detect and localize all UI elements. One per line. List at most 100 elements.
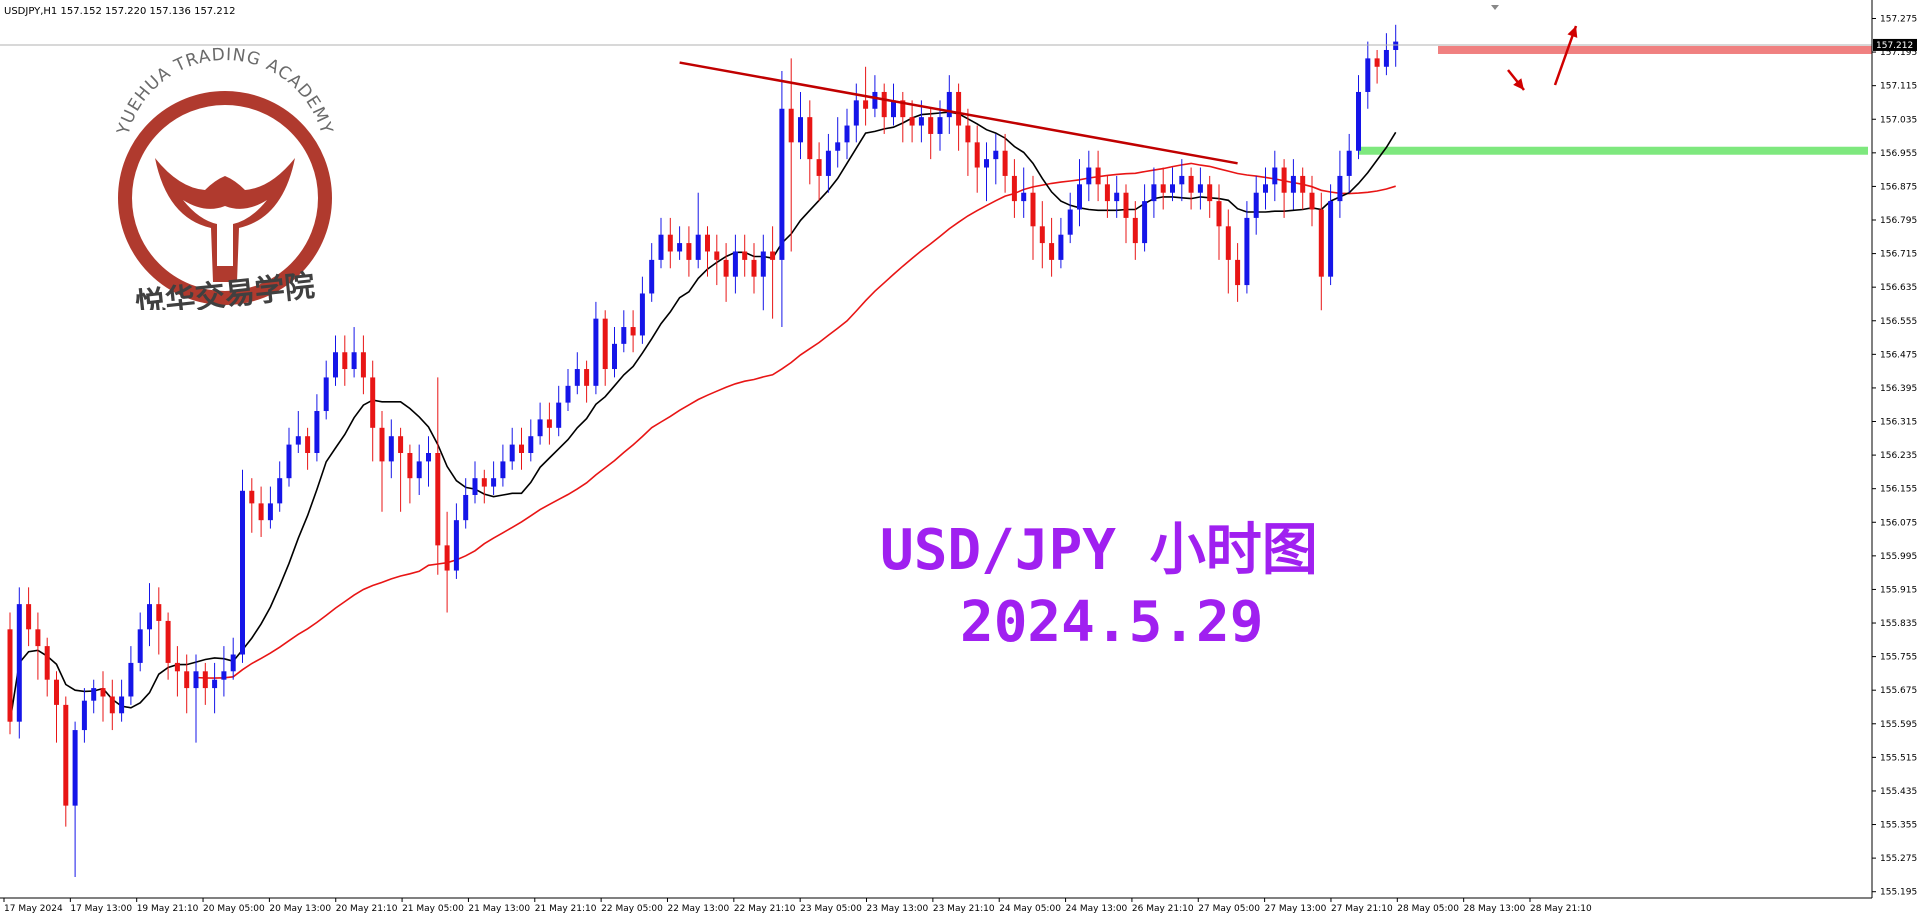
y-tick-label: 156.395 (1880, 384, 1917, 394)
candle-body (72, 730, 78, 806)
x-tick-label: 28 May 05:00 (1397, 904, 1459, 914)
candle-body (119, 696, 125, 714)
candle-body (825, 150, 831, 176)
candle-body (351, 352, 357, 370)
candle-body (147, 604, 152, 630)
candle-layer (7, 24, 1399, 878)
logo-ring (118, 91, 332, 305)
y-tick-label: 155.915 (1880, 585, 1917, 595)
candle-body (202, 671, 208, 689)
y-tick-label: 156.555 (1880, 317, 1917, 327)
candle-body (230, 654, 236, 672)
candle-body (1290, 175, 1296, 193)
candle-body (1328, 201, 1334, 277)
candle-body (100, 688, 106, 697)
shift-marker (1491, 5, 1499, 10)
candle-body (1300, 175, 1306, 193)
candle-body (81, 700, 87, 731)
candle-body (1086, 167, 1092, 185)
x-tick-label: 20 May 21:10 (336, 904, 398, 914)
candle-body (1170, 184, 1175, 193)
symbol-label: USDJPY,H1 (4, 6, 58, 17)
candle-body (1067, 209, 1073, 235)
candle-body (7, 629, 13, 722)
candle-body (565, 385, 571, 403)
y-tick-label: 156.875 (1880, 182, 1917, 192)
candle-body (705, 234, 710, 252)
resistance-zone (1438, 45, 1872, 54)
candle-body (1011, 175, 1017, 202)
chart-title-watermark: USD/JPY 小时图 (880, 518, 1318, 583)
candle-body (221, 671, 227, 680)
candle-body (742, 251, 748, 260)
candle-body (453, 520, 459, 571)
candle-body (946, 91, 952, 118)
candle-body (435, 453, 441, 546)
x-tick-label: 20 May 13:00 (269, 904, 331, 914)
candle-body (658, 234, 664, 260)
candle-body (546, 419, 552, 428)
candle-body (677, 243, 683, 252)
candle-body (984, 159, 989, 168)
x-tick-label: 28 May 13:00 (1464, 904, 1526, 914)
candle-body (333, 352, 338, 378)
y-tick-label: 156.315 (1880, 418, 1917, 428)
candle-body (1253, 192, 1259, 218)
y-tick-label: 156.715 (1880, 250, 1917, 260)
candle-body (1077, 184, 1082, 210)
x-tick-label: 22 May 21:10 (734, 904, 796, 914)
candle-body (426, 453, 431, 462)
candle-body (1383, 49, 1389, 67)
candle-body (779, 108, 785, 260)
candle-body (649, 259, 655, 294)
candle-body (249, 490, 255, 504)
candle-body (1188, 175, 1194, 193)
candle-body (602, 318, 608, 370)
candle-body (844, 125, 850, 143)
candle-body (732, 251, 738, 277)
candle-body (91, 688, 97, 701)
y-tick-label: 156.075 (1880, 518, 1917, 528)
candle-body (900, 100, 906, 118)
candle-body (398, 436, 404, 453)
candle-body (509, 444, 515, 462)
y-tick-label: 156.155 (1880, 485, 1917, 495)
candle-body (1207, 184, 1213, 202)
candle-body (286, 444, 292, 479)
candle-body (1197, 184, 1203, 193)
y-tick-label: 157.035 (1880, 115, 1917, 125)
x-tick-label: 27 May 21:10 (1331, 904, 1393, 914)
candle-body (137, 629, 143, 663)
candle-body (109, 696, 115, 714)
current-price-tag (1873, 38, 1917, 51)
candle-body (853, 100, 859, 126)
candle-body (863, 100, 869, 109)
candle-body (342, 352, 348, 370)
candle-body (918, 117, 924, 126)
candle-body (379, 427, 385, 462)
candle-body (314, 411, 320, 453)
candle-body (1160, 184, 1166, 193)
candle-body (463, 494, 469, 521)
symbol-header: USDJPY,H1 157.152 157.220 157.136 157.21… (4, 6, 235, 17)
candle-body (481, 478, 487, 487)
candle-body (184, 671, 190, 689)
candle-body (491, 478, 497, 487)
candle-body (165, 620, 171, 663)
x-tick-label: 27 May 13:00 (1265, 904, 1327, 914)
support-zone (1358, 146, 1868, 155)
candle-body (193, 671, 199, 689)
candle-body (212, 679, 218, 689)
candle-body (667, 234, 673, 252)
candle-body (1374, 58, 1380, 67)
candle-body (1244, 217, 1250, 286)
logo-emblem-inner (183, 200, 267, 266)
candle-body (156, 604, 162, 621)
y-tick-label: 157.115 (1880, 82, 1917, 92)
current-price-label: 157.212 (1876, 41, 1913, 51)
candle-body (1365, 58, 1371, 92)
candle-body (370, 377, 376, 428)
candle-body (128, 662, 134, 697)
candle-body (816, 159, 822, 176)
candle-body (835, 142, 841, 151)
